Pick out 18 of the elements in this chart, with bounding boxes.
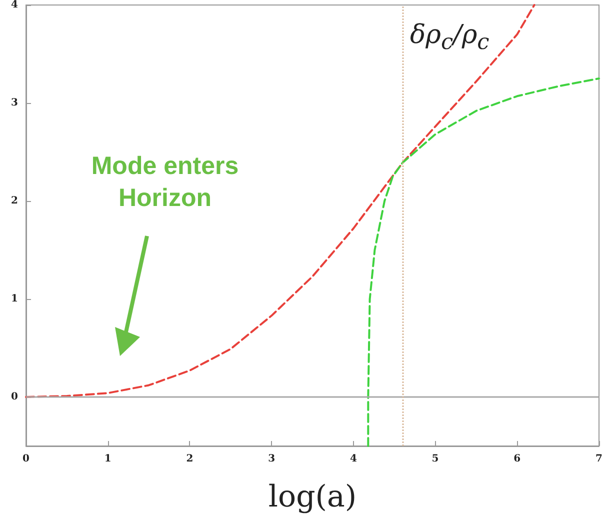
y-tick-label: 1 [11,294,18,304]
x-tick-label: 2 [186,454,194,464]
y-tick-label: 4 [11,0,18,10]
x-tick-label: 1 [104,454,112,464]
annotation: Mode enters Horizon [90,151,240,214]
x-tick-label: 6 [514,454,521,464]
line-series [25,4,536,398]
y-tick-label: 3 [11,98,18,108]
x-tick-label: 7 [596,454,603,464]
x-tick-label: 4 [350,454,357,464]
annotation: δρ$_{c}$/ρ$_{c}$ [410,20,490,56]
x-tick-label: 5 [432,454,439,464]
x-axis-title: log(a) [268,480,357,514]
x-tick-label: 0 [22,454,30,464]
y-tick-label: 2 [11,196,18,206]
line-series [367,78,600,447]
x-tick-label: 3 [268,454,276,464]
y-tick-label: 0 [11,392,18,402]
